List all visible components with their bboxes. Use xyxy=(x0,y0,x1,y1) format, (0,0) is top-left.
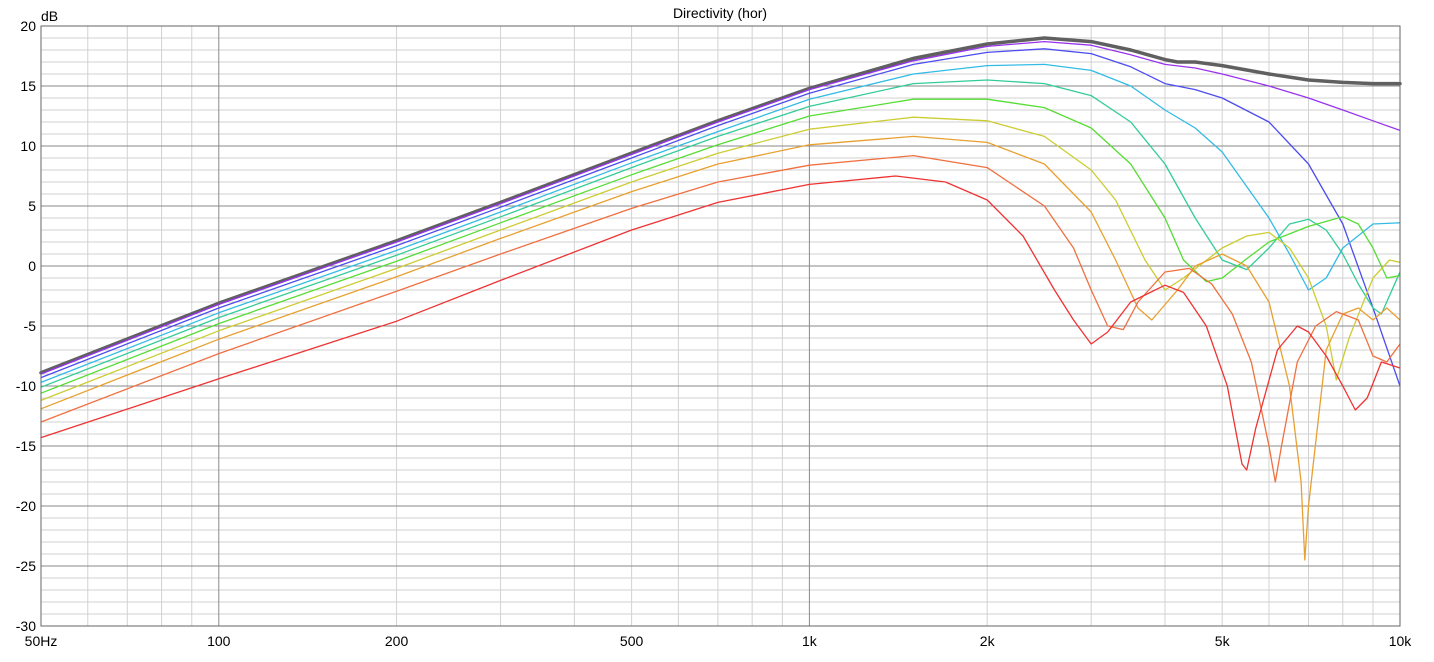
x-tick-label: 5k xyxy=(1215,633,1231,649)
x-tick-label: 500 xyxy=(620,633,644,649)
series-line-9 xyxy=(40,175,1401,471)
series-line-5 xyxy=(40,98,1401,394)
x-tick-label: 50Hz xyxy=(25,633,58,649)
y-tick-label: 10 xyxy=(20,138,36,154)
x-tick-label: 200 xyxy=(385,633,409,649)
y-tick-label: -25 xyxy=(16,558,36,574)
x-tick-label: 2k xyxy=(980,633,996,649)
series-line-4 xyxy=(40,79,1401,388)
y-tick-label: -15 xyxy=(16,438,36,454)
plot-frame xyxy=(40,25,1401,627)
series-line-1 xyxy=(40,40,1401,375)
series-line-0 xyxy=(39,36,1402,375)
y-tick-label: 20 xyxy=(20,18,36,34)
series-line-3 xyxy=(40,63,1401,384)
x-tick-label: 100 xyxy=(207,633,231,649)
y-tick-label: 0 xyxy=(28,258,36,274)
y-tick-label: 5 xyxy=(28,198,36,214)
series-line-2 xyxy=(40,48,1401,387)
y-tick-label: -5 xyxy=(24,318,37,334)
series-line-8 xyxy=(40,154,1401,483)
chart-title: Directivity (hor) xyxy=(673,5,767,21)
x-tick-label: 1k xyxy=(802,633,818,649)
y-axis-label: dB xyxy=(41,8,58,24)
y-tick-label: -10 xyxy=(16,378,36,394)
x-tick-label: 10k xyxy=(1389,633,1413,649)
y-tick-label: -30 xyxy=(16,618,36,634)
y-tick-label: 15 xyxy=(20,78,36,94)
y-tick-label: -20 xyxy=(16,498,36,514)
